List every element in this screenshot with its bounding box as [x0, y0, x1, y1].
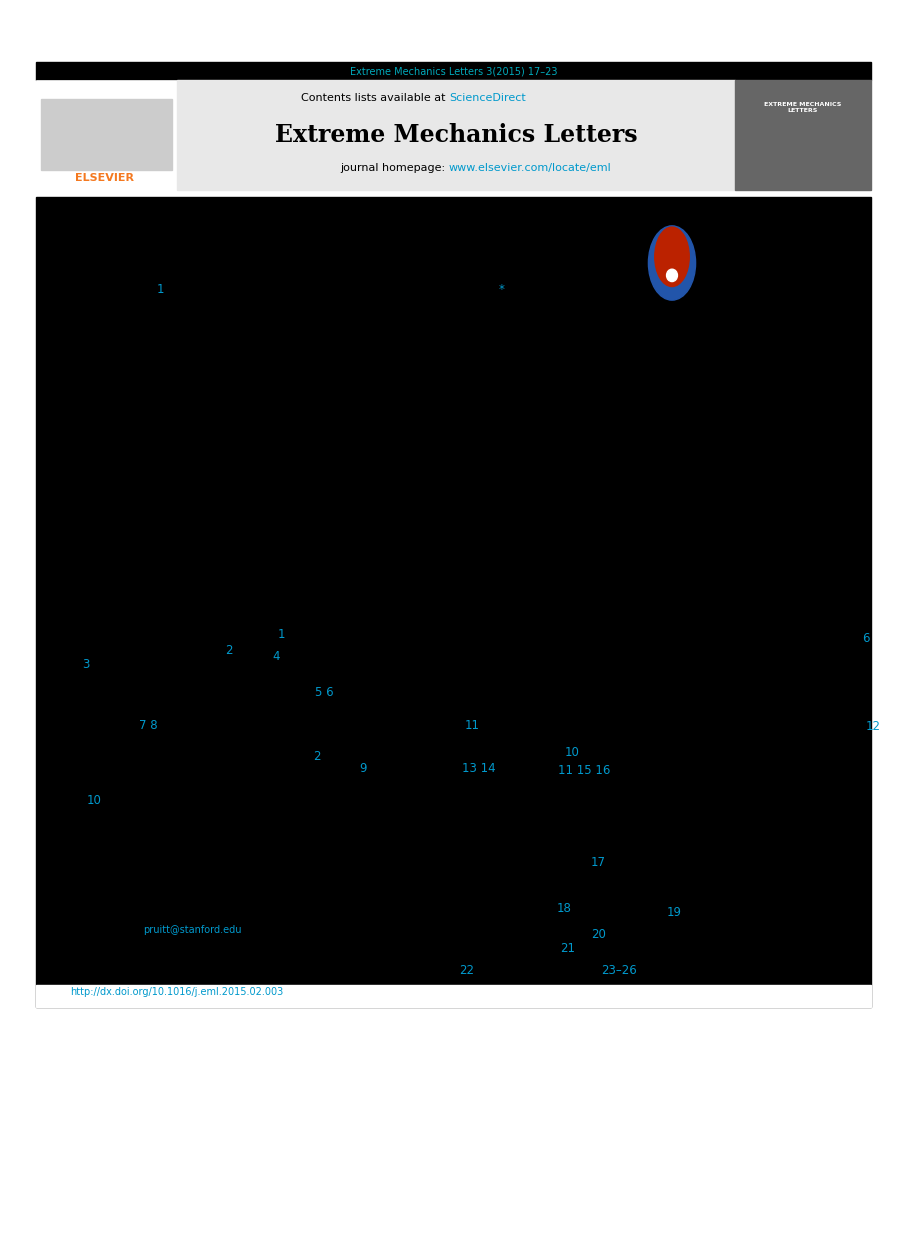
Text: http://dx.doi.org/10.1016/j.eml.2015.02.003: http://dx.doi.org/10.1016/j.eml.2015.02.…: [70, 987, 283, 997]
Text: 1: 1: [157, 284, 164, 296]
Bar: [36, 62, 871, 80]
Bar: [36, 197, 871, 1006]
Text: 2: 2: [313, 749, 320, 763]
Text: 20: 20: [591, 927, 606, 941]
Text: 10: 10: [565, 747, 580, 759]
Text: 18: 18: [557, 901, 572, 915]
Text: 6: 6: [862, 631, 870, 645]
Text: 1: 1: [278, 629, 286, 641]
Text: 11 15 16: 11 15 16: [558, 764, 610, 776]
Text: 2: 2: [225, 644, 232, 656]
Ellipse shape: [649, 225, 696, 300]
Text: 10: 10: [87, 794, 102, 806]
Text: 4: 4: [272, 650, 279, 664]
Text: EXTREME MECHANICS
LETTERS: EXTREME MECHANICS LETTERS: [764, 102, 842, 113]
Text: Extreme Mechanics Letters: Extreme Mechanics Letters: [275, 123, 638, 147]
Bar: [735, 80, 871, 189]
Bar: [177, 80, 735, 189]
Ellipse shape: [667, 269, 678, 281]
Text: www.elsevier.com/locate/eml: www.elsevier.com/locate/eml: [449, 163, 611, 173]
Bar: [36, 80, 177, 189]
Text: 7 8: 7 8: [139, 718, 158, 732]
Text: 19: 19: [667, 906, 682, 920]
Text: 13 14: 13 14: [462, 761, 495, 775]
Text: 9: 9: [359, 761, 366, 775]
Text: Contents lists available at: Contents lists available at: [301, 93, 449, 103]
Text: 17: 17: [591, 855, 606, 869]
Text: ScienceDirect: ScienceDirect: [449, 93, 526, 103]
Text: *: *: [499, 284, 505, 296]
Text: 22: 22: [459, 963, 474, 977]
Text: 21: 21: [560, 942, 575, 954]
Text: Extreme Mechanics Letters 3(2015) 17–23: Extreme Mechanics Letters 3(2015) 17–23: [350, 66, 557, 76]
Text: 5 6: 5 6: [315, 687, 334, 699]
Text: pruitt@stanford.edu: pruitt@stanford.edu: [143, 925, 241, 935]
Bar: [36, 985, 871, 1006]
Ellipse shape: [655, 227, 689, 286]
Text: 23–26: 23–26: [601, 963, 637, 977]
Text: 3: 3: [82, 659, 90, 671]
Bar: [41, 99, 172, 170]
Text: 11: 11: [465, 718, 480, 732]
Text: 12: 12: [866, 721, 881, 733]
Text: ELSEVIER: ELSEVIER: [74, 173, 134, 183]
Text: journal homepage:: journal homepage:: [340, 163, 449, 173]
